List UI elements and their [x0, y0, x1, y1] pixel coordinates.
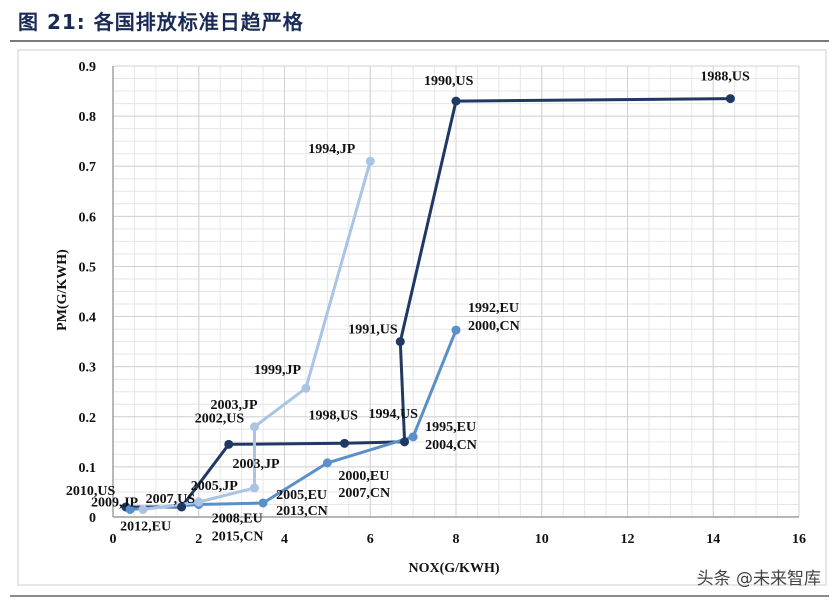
data-point	[365, 156, 375, 166]
point-label: 2012,EU	[120, 519, 171, 534]
watermark-text: 头条 @未来智库	[696, 569, 821, 589]
data-point	[138, 504, 148, 514]
point-label: 2005,EU	[276, 488, 327, 503]
y-tick-label: 0.9	[79, 60, 97, 75]
bottom-rule	[10, 595, 829, 597]
x-tick-label: 2	[195, 532, 202, 547]
x-tick-label: 4	[281, 532, 288, 547]
series-points	[121, 94, 735, 514]
y-tick-label: 0.8	[79, 110, 97, 125]
data-point	[301, 383, 311, 393]
data-point	[249, 483, 259, 493]
y-tick-label: 0.6	[79, 210, 97, 225]
point-label: 1994,US	[369, 407, 419, 422]
data-point	[177, 502, 187, 512]
point-label: 1994,JP	[308, 142, 356, 157]
x-tick-label: 16	[792, 532, 806, 547]
series-line	[130, 329, 458, 511]
point-label: 1988,US	[700, 70, 750, 85]
data-point	[340, 438, 350, 448]
y-tick-label: 0.1	[79, 461, 97, 476]
point-label: 2009,JP	[91, 495, 139, 510]
point-label: 2000,EU	[338, 469, 389, 484]
x-tick-label: 14	[706, 532, 720, 547]
point-label: 1995,EU	[425, 420, 476, 435]
point-label: 1998,US	[309, 408, 359, 423]
x-tick-label: 8	[453, 532, 460, 547]
point-label: 2000,CN	[468, 319, 520, 334]
y-tick-label: 0.5	[79, 260, 97, 275]
point-label: 2015,CN	[212, 529, 264, 544]
top-rule	[10, 40, 829, 42]
x-tick-label: 12	[621, 532, 635, 547]
x-tick-label: 10	[535, 532, 549, 547]
point-labels: 1988,US 1990,US 1991,US 1994,US 1998,US 2002,…	[66, 70, 750, 545]
data-point	[400, 437, 410, 447]
data-point	[249, 422, 259, 432]
y-tick-label: 0.2	[79, 411, 97, 426]
x-tick-label: 6	[367, 532, 374, 547]
x-tick-label: 0	[110, 532, 117, 547]
point-label: 2002,US	[195, 411, 245, 426]
point-label: 1999,JP	[254, 363, 302, 378]
x-axis-title: NOX(G/KWH)	[409, 561, 500, 576]
tick-labels: 0 2 4 6 8 10 12 14 16 0 0.1 0.2 0.3 0.4 0.5 0.6 0.7 0.8 0.…	[79, 60, 807, 547]
point-label: 1990,US	[424, 74, 474, 89]
data-point	[451, 325, 461, 335]
data-point	[224, 439, 234, 449]
series-line	[125, 97, 731, 509]
axes	[112, 66, 799, 518]
data-point	[322, 458, 332, 468]
point-label: 1991,US	[348, 323, 398, 338]
y-tick-label: 0.3	[79, 361, 97, 376]
plot-frame	[17, 49, 827, 586]
point-label: 2008,EU	[212, 511, 263, 526]
point-label: 2007,US	[146, 492, 196, 507]
point-label: 2007,CN	[338, 486, 390, 501]
y-tick-label: 0	[89, 511, 96, 526]
y-tick-label: 0.4	[79, 311, 97, 326]
figure-title: 图 21: 各国排放标准日趋严格	[18, 10, 304, 34]
y-tick-label: 0.7	[79, 160, 97, 175]
y-axis-title: PM(G/KWH)	[55, 249, 70, 331]
data-point	[395, 337, 405, 347]
data-point	[125, 504, 135, 514]
point-label: 2003,JP	[210, 398, 257, 413]
point-label: 2004,CN	[425, 438, 477, 453]
point-label: 2005,JP	[191, 479, 239, 494]
data-point	[451, 96, 461, 106]
point-label: 1992,EU	[468, 301, 519, 316]
series-lines	[125, 97, 731, 511]
data-point	[725, 94, 735, 104]
point-label: 2003,JP	[232, 457, 279, 472]
series-line	[142, 160, 372, 511]
data-point	[258, 498, 268, 508]
point-label: 2013,CN	[276, 504, 328, 519]
point-label: 2010,US	[66, 484, 116, 499]
data-point	[194, 497, 204, 507]
data-point	[408, 432, 418, 442]
